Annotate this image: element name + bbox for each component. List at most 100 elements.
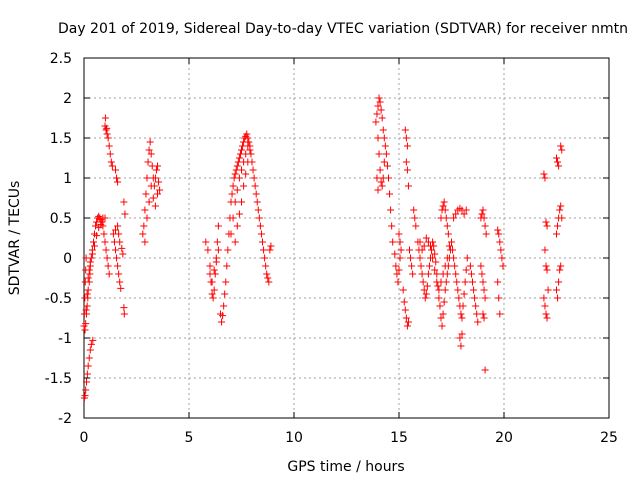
data-point	[233, 162, 241, 170]
data-point	[470, 286, 478, 294]
data-point	[556, 206, 564, 214]
data-point	[222, 278, 230, 286]
data-point	[437, 278, 445, 286]
data-point	[115, 230, 123, 238]
data-point	[472, 302, 480, 310]
data-point	[428, 246, 436, 254]
data-point	[494, 226, 502, 234]
data-point	[462, 206, 470, 214]
data-point	[450, 254, 458, 262]
data-point	[454, 286, 462, 294]
y-tick-label: -1	[58, 331, 72, 347]
data-point	[104, 134, 112, 142]
data-point	[543, 222, 551, 230]
data-point	[460, 290, 468, 298]
data-point	[89, 336, 97, 344]
data-point	[452, 210, 460, 218]
data-point	[141, 238, 149, 246]
data-point	[143, 174, 151, 182]
data-point	[467, 270, 475, 278]
data-point	[556, 266, 564, 274]
data-point	[442, 214, 450, 222]
data-point	[558, 146, 566, 154]
data-point	[117, 284, 125, 292]
data-point	[218, 318, 226, 326]
data-point	[81, 278, 89, 286]
data-point	[409, 270, 417, 278]
data-point	[449, 246, 457, 254]
data-point	[424, 238, 432, 246]
data-point	[156, 186, 164, 194]
data-point	[267, 242, 275, 250]
data-point	[106, 150, 114, 158]
data-point	[542, 262, 550, 270]
data-point	[402, 314, 410, 322]
data-point	[408, 262, 416, 270]
data-point	[495, 294, 503, 302]
data-point	[396, 254, 404, 262]
data-point	[441, 286, 449, 294]
data-point	[147, 182, 155, 190]
data-point	[80, 322, 88, 330]
data-point	[155, 178, 163, 186]
data-point	[386, 190, 394, 198]
data-point	[105, 270, 113, 278]
data-point	[229, 182, 237, 190]
data-point	[482, 230, 490, 238]
data-point	[496, 238, 504, 246]
data-point	[214, 246, 222, 254]
x-axis-label: GPS time / hours	[287, 459, 404, 475]
data-point	[397, 246, 405, 254]
data-point	[477, 262, 485, 270]
data-point	[154, 162, 161, 170]
data-point	[144, 158, 152, 166]
data-point	[209, 294, 217, 302]
data-point	[116, 278, 124, 286]
data-point	[436, 302, 444, 310]
data-point	[450, 214, 458, 222]
data-point	[202, 238, 210, 246]
data-point	[112, 246, 119, 254]
data-point	[443, 254, 451, 262]
data-point	[100, 230, 108, 238]
data-point	[403, 166, 411, 174]
data-point	[376, 166, 384, 174]
data-point	[242, 150, 250, 158]
data-point	[114, 222, 122, 230]
data-point	[474, 318, 482, 326]
data-point	[113, 254, 121, 262]
data-point	[152, 166, 160, 174]
data-point	[441, 262, 449, 270]
data-point	[542, 310, 550, 318]
data-point	[120, 310, 128, 318]
data-point	[223, 262, 231, 270]
data-point	[82, 386, 90, 394]
data-point	[459, 302, 467, 310]
data-point	[244, 158, 252, 166]
data-point	[380, 134, 388, 142]
data-point	[219, 312, 227, 320]
data-point	[402, 134, 410, 142]
data-point	[421, 294, 429, 302]
data-point	[418, 270, 426, 278]
data-point	[419, 278, 427, 286]
data-point	[119, 250, 127, 258]
data-point	[91, 242, 98, 250]
data-point	[374, 186, 382, 194]
data-point	[391, 250, 399, 258]
data-point	[97, 220, 105, 228]
data-point	[147, 150, 155, 158]
data-point	[264, 274, 272, 282]
data-point	[252, 190, 260, 198]
data-point	[221, 290, 229, 298]
data-point	[541, 302, 549, 310]
data-point	[555, 278, 563, 286]
data-point	[208, 278, 216, 286]
data-point	[259, 238, 266, 246]
data-point	[244, 134, 252, 142]
data-point	[83, 378, 91, 386]
data-point	[227, 230, 235, 238]
data-point	[410, 206, 418, 214]
data-point	[206, 270, 214, 278]
data-point	[389, 238, 397, 246]
